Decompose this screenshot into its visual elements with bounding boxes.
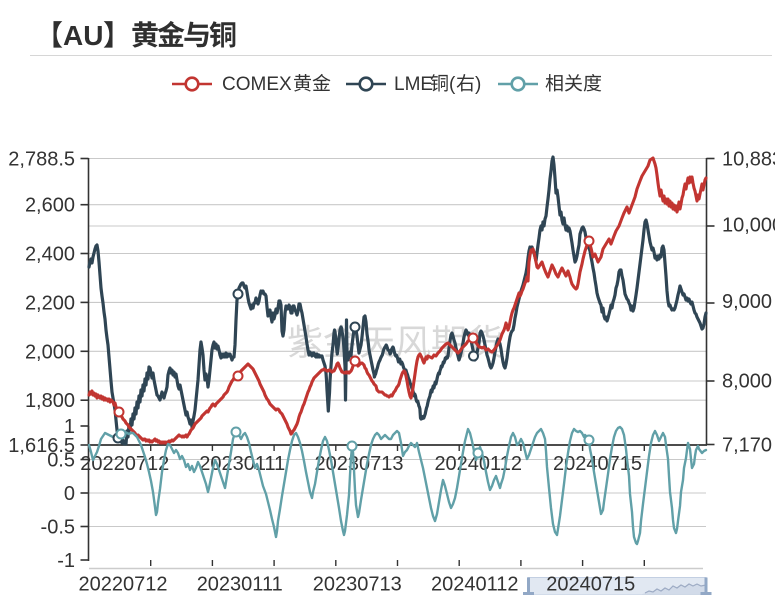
svg-text:7,170: 7,170: [722, 435, 772, 457]
svg-text:20240715: 20240715: [553, 453, 642, 475]
svg-text:1,616.5: 1,616.5: [8, 435, 75, 457]
svg-text:0: 0: [64, 483, 75, 505]
svg-text:20240112: 20240112: [431, 574, 519, 595]
svg-text:-1: -1: [57, 550, 75, 572]
svg-text:2,200: 2,200: [25, 292, 75, 314]
svg-text:2,600: 2,600: [25, 195, 75, 217]
svg-text:20240112: 20240112: [434, 453, 522, 475]
svg-text:2,400: 2,400: [25, 244, 75, 266]
svg-text:20240715: 20240715: [546, 574, 635, 595]
svg-text:): ): [475, 74, 481, 95]
svg-text:10,000: 10,000: [722, 215, 775, 237]
svg-text:AU: AU: [63, 20, 103, 51]
svg-text:-0.5: -0.5: [41, 517, 75, 539]
svg-text:10,883.5: 10,883.5: [722, 149, 775, 171]
svg-text:9,000: 9,000: [722, 291, 772, 313]
svg-text:1,800: 1,800: [25, 390, 75, 412]
svg-text:1: 1: [64, 416, 75, 438]
svg-text:20230713: 20230713: [313, 574, 402, 595]
svg-text:20230111: 20230111: [197, 574, 283, 595]
svg-text:(: (: [449, 74, 456, 95]
svg-text:20220712: 20220712: [79, 574, 168, 595]
svg-text:20230713: 20230713: [315, 453, 404, 475]
svg-text:0.5: 0.5: [47, 450, 75, 472]
svg-text:20220712: 20220712: [80, 453, 169, 475]
svg-text:8,000: 8,000: [722, 370, 772, 392]
svg-text:20230111: 20230111: [199, 453, 285, 475]
svg-text:COMEX: COMEX: [222, 74, 292, 95]
svg-text:LME: LME: [394, 74, 433, 95]
svg-text:2,788.5: 2,788.5: [8, 149, 75, 171]
svg-text:2,000: 2,000: [25, 341, 75, 363]
